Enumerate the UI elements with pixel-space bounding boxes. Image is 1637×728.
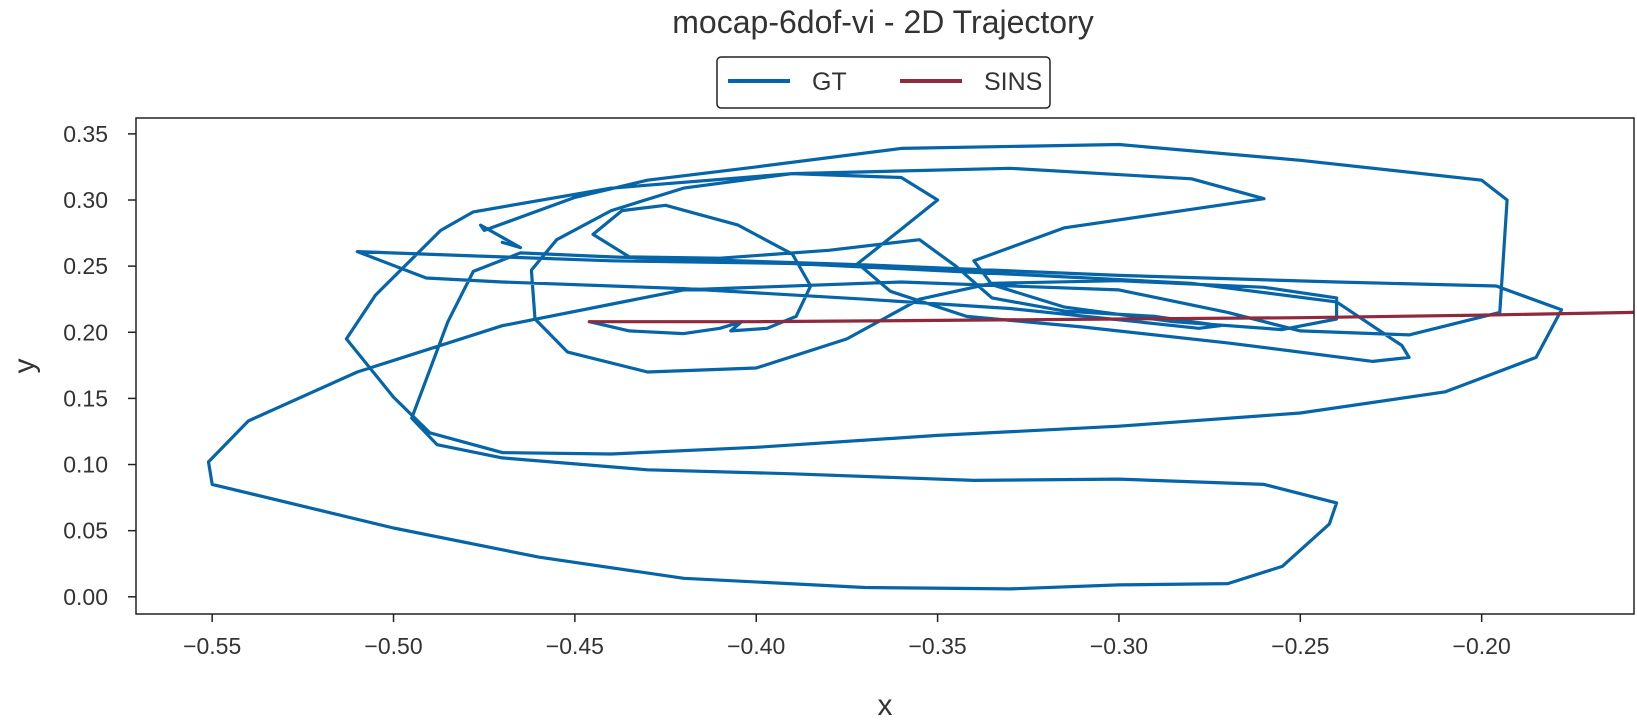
x-tick-label: −0.45 [546, 633, 604, 659]
legend-label-sins: SINS [984, 68, 1042, 96]
y-tick-label: 0.15 [63, 385, 108, 411]
x-tick-label: −0.50 [364, 633, 422, 659]
y-tick-label: 0.35 [63, 121, 108, 147]
y-tick-label: 0.00 [63, 584, 108, 610]
x-tick-label: −0.20 [1453, 633, 1511, 659]
x-axis: −0.55 −0.50 −0.45 −0.40 −0.35 −0.30 −0.25 −0.20 [183, 614, 1511, 659]
x-tick-label: −0.55 [183, 633, 241, 659]
x-tick-label: −0.25 [1271, 633, 1329, 659]
y-axis: 0.00 0.05 0.10 0.15 0.20 0.25 0.30 0.35 [63, 121, 136, 610]
y-tick-label: 0.20 [63, 319, 108, 345]
x-axis-title: x [878, 689, 893, 722]
legend-frame [716, 56, 1051, 109]
chart-title: mocap-6dof-vi - 2D Trajectory [672, 4, 1093, 40]
x-tick-label: −0.40 [727, 633, 785, 659]
plot-frame [135, 117, 1635, 615]
y-tick-label: 0.10 [63, 452, 108, 478]
y-tick-label: 0.05 [63, 518, 108, 544]
legend-label-gt: GT [812, 68, 847, 96]
series-layer [206, 142, 1634, 591]
series-line-sins [587, 310, 1634, 324]
y-tick-label: 0.30 [63, 187, 108, 213]
legend: GT SINS [716, 56, 1051, 109]
y-axis-title: y [8, 359, 41, 374]
y-tick-label: 0.25 [63, 253, 108, 279]
x-tick-label: −0.30 [1090, 633, 1148, 659]
x-tick-label: −0.35 [908, 633, 966, 659]
series-line-gt [206, 142, 1564, 591]
